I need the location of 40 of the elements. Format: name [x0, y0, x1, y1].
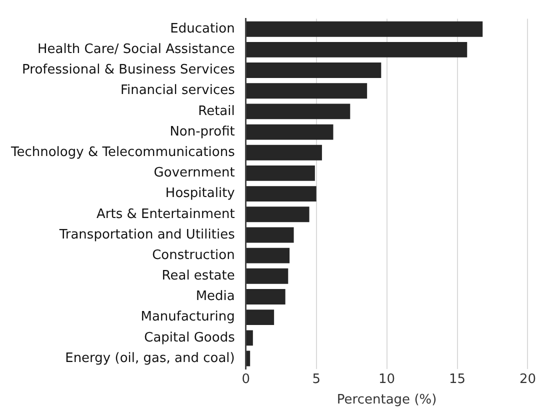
bar — [246, 310, 274, 326]
bar — [246, 104, 350, 120]
bar — [246, 206, 310, 222]
bar — [246, 83, 368, 99]
x-tick-label: 5 — [312, 372, 320, 387]
y-tick-label: Construction — [152, 248, 235, 263]
y-tick-label: Capital Goods — [144, 330, 236, 346]
y-tick-label: Energy (oil, gas, and coal) — [65, 350, 235, 366]
bar — [246, 330, 253, 346]
bar — [246, 248, 290, 264]
y-tick-label: Technology & Telecommunications — [10, 145, 236, 160]
bar — [246, 124, 334, 140]
bar — [246, 227, 294, 243]
bar — [246, 62, 382, 78]
x-tick-label: 10 — [378, 372, 396, 387]
x-tick-label: 20 — [519, 372, 536, 387]
bar — [246, 350, 250, 366]
x-axis-title: Percentage (%) — [336, 392, 437, 408]
y-tick-label: Government — [154, 166, 235, 181]
x-tick-label: 0 — [242, 372, 250, 387]
y-tick-label: Real estate — [162, 268, 235, 284]
y-tick-label: Health Care/ Social Assistance — [37, 42, 235, 58]
bar — [246, 42, 468, 58]
y-tick-label: Financial services — [120, 83, 236, 98]
y-tick-label: Professional & Business Services — [22, 62, 236, 78]
bar — [246, 268, 288, 284]
y-tick-label: Arts & Entertainment — [96, 206, 235, 222]
y-tick-label: Retail — [198, 104, 235, 119]
x-tick-label: 15 — [448, 372, 466, 387]
bar — [246, 289, 286, 304]
bar — [246, 186, 316, 202]
bar — [246, 165, 315, 181]
bar — [246, 21, 483, 37]
y-tick-label: Non-profit — [170, 124, 235, 140]
y-tick-label: Transportation and Utilities — [58, 227, 236, 242]
bar — [246, 144, 322, 160]
y-tick-label: Manufacturing — [140, 310, 235, 325]
y-tick-label: Hospitality — [165, 186, 236, 202]
y-tick-label: Education — [170, 21, 235, 36]
y-tick-label: Media — [196, 289, 235, 304]
